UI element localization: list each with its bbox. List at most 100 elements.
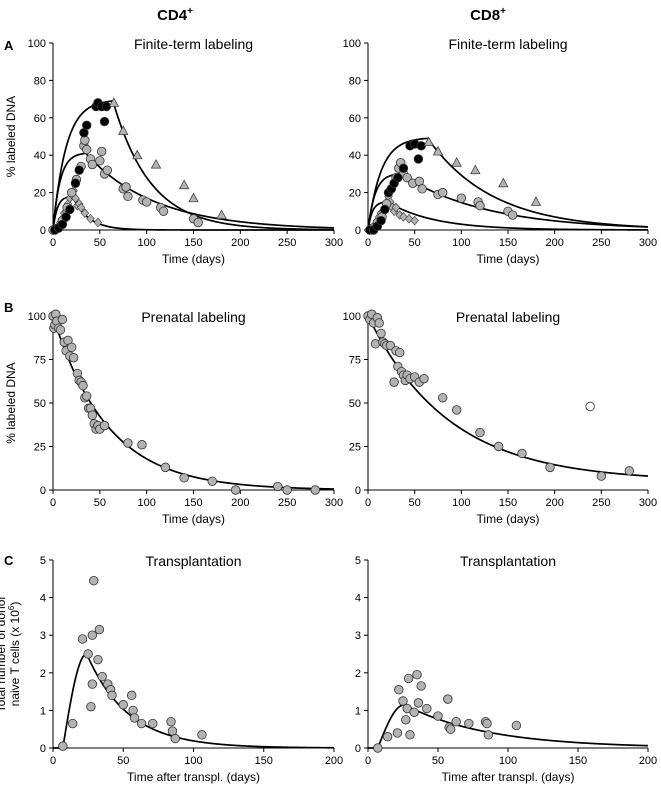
x-tick-label: 250 [278, 497, 296, 509]
x-tick-label: 100 [137, 237, 155, 249]
y-tick-label: 0 [355, 485, 361, 497]
data-point [410, 215, 419, 226]
data-point [197, 730, 207, 740]
data-point [451, 716, 461, 727]
data-point [118, 700, 128, 710]
data-point [413, 154, 424, 164]
x-tick-label: 100 [452, 497, 470, 509]
data-point [160, 462, 171, 473]
data-point [188, 192, 199, 203]
x-tick-label: 150 [569, 755, 587, 767]
x-tick-label: 0 [365, 755, 371, 767]
data-point [394, 685, 404, 695]
chart-title: Finite-term labeling [134, 36, 253, 52]
data-point [483, 730, 494, 740]
x-axis-label: Time (days) [477, 252, 540, 266]
y-tick-label: 60 [34, 113, 46, 125]
data-point [166, 716, 176, 727]
y-tick-label: 4 [355, 593, 361, 605]
y-tick-label: 0 [355, 225, 361, 237]
panel-c-cd8: 0 50 100 150 200 0 1 2 3 4 5 Transplantation Time af… [355, 553, 657, 784]
data-point [398, 696, 408, 706]
data-point [401, 715, 411, 725]
data-point [393, 172, 403, 183]
y-tick-label: 75 [349, 355, 361, 367]
data-point [67, 342, 77, 353]
y-tick-label: 5 [355, 555, 361, 567]
y-tick-label: 100 [28, 38, 46, 50]
fit-curve [52, 315, 335, 490]
data-point [67, 187, 77, 198]
data-point [433, 711, 443, 721]
data-point [93, 654, 103, 665]
x-tick-label: 300 [325, 237, 343, 249]
data-point [94, 624, 105, 635]
data-point [57, 219, 68, 230]
x-axis-label: Time (days) [162, 512, 225, 526]
data-point [207, 476, 217, 487]
y-tick-label: 25 [349, 442, 361, 454]
data-point [70, 178, 81, 188]
data-point [178, 179, 190, 190]
data-point [83, 649, 93, 659]
x-axis-label: Time (days) [477, 512, 540, 526]
data-point [624, 466, 635, 476]
data-point [170, 733, 180, 744]
data-point [380, 204, 390, 215]
y-tick-label: 50 [349, 398, 361, 410]
data-point [95, 156, 105, 166]
data-point [107, 690, 117, 701]
x-tick-label: 200 [545, 237, 563, 249]
data-point [373, 743, 383, 753]
row-letter-c: C [4, 553, 14, 568]
y-tick-label: 0 [40, 485, 46, 497]
data-point [158, 206, 169, 217]
x-tick-label: 50 [117, 755, 129, 767]
column-header-cd8: CD8+ [470, 6, 506, 24]
data-point [123, 438, 133, 448]
data-point [403, 673, 414, 684]
data-point [456, 193, 467, 203]
y-tick-label: 2 [355, 668, 361, 680]
data-point [136, 718, 147, 729]
y-tick-label: 40 [34, 150, 46, 162]
y-tick-label: 100 [28, 311, 46, 323]
panel-b-cd8: 0 50 100 150 200 250 300 0 25 50 75 100 Prenatal lab… [343, 309, 658, 526]
data-point [423, 136, 434, 147]
y-tick-label: 20 [34, 188, 46, 200]
data-point [74, 165, 84, 175]
data-point [273, 481, 283, 492]
data-point [517, 448, 527, 459]
x-tick-label: 200 [325, 755, 343, 767]
data-point [445, 724, 456, 734]
data-point [405, 730, 415, 740]
x-tick-label: 100 [452, 237, 470, 249]
fit-curve [367, 315, 649, 477]
y-tick-label: 3 [40, 630, 46, 642]
x-tick-label: 0 [50, 497, 56, 509]
data-point [99, 116, 110, 127]
data-point [55, 325, 66, 335]
data-point [398, 163, 409, 173]
y-axis-label-line2: naive T cells (x 106) [7, 602, 22, 707]
y-tick-label: 60 [349, 113, 361, 125]
data-point [416, 681, 426, 691]
data-point [475, 200, 485, 211]
data-point [585, 401, 595, 412]
x-tick-label: 200 [231, 497, 249, 509]
data-point [179, 473, 189, 483]
data-point [87, 159, 98, 170]
data-point [132, 149, 143, 160]
data-point [596, 471, 607, 481]
x-tick-label: 200 [545, 497, 563, 509]
x-tick-label: 300 [639, 497, 657, 509]
x-tick-label: 150 [499, 497, 517, 509]
x-tick-label: 50 [94, 497, 106, 509]
panel-a-cd4: 0 50 100 150 200 250 300 0 20 40 60 80 100 Finite-ter… [4, 36, 343, 266]
x-tick-label: 50 [94, 237, 106, 249]
data-point [282, 485, 292, 495]
chart-title: Prenatal labeling [456, 309, 560, 325]
data-point [123, 191, 133, 202]
data-point [402, 172, 412, 183]
data-point [86, 701, 96, 712]
